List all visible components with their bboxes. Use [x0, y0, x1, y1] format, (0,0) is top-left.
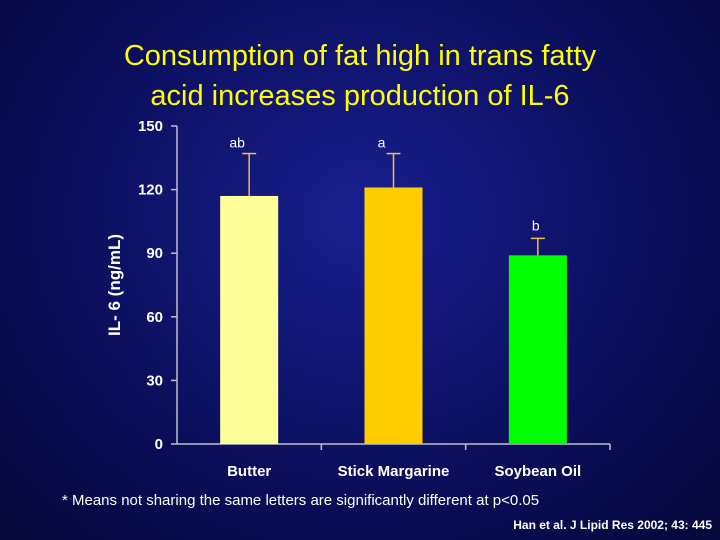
- y-tick-label: 0: [155, 436, 163, 453]
- significance-letter: b: [532, 217, 540, 233]
- y-tick-label: 120: [138, 182, 163, 199]
- bar: [220, 195, 279, 444]
- x-tick-label: Soybean Oil: [494, 463, 581, 480]
- bar: [364, 187, 423, 445]
- y-tick-label: 90: [146, 245, 163, 262]
- title-line-2: acid increases production of IL-6: [150, 80, 570, 112]
- footnote: * Means not sharing the same letters are…: [62, 492, 540, 509]
- y-tick-label: 30: [146, 372, 163, 389]
- y-tick-label: 60: [146, 309, 163, 326]
- x-tick-label: Stick Margarine: [338, 463, 450, 480]
- bar: [508, 255, 567, 444]
- chart-title: Consumption of fat high in trans fatty a…: [0, 36, 720, 116]
- x-tick-label: Butter: [227, 463, 271, 480]
- significance-letter: ab: [229, 135, 245, 151]
- citation: Han et al. J Lipid Res 2002; 43: 445: [513, 518, 712, 532]
- y-tick-label: 150: [138, 118, 163, 135]
- significance-letter: a: [378, 135, 386, 151]
- title-line-1: Consumption of fat high in trans fatty: [123, 40, 597, 72]
- y-axis-label: IL- 6 (ng/mL): [105, 234, 124, 336]
